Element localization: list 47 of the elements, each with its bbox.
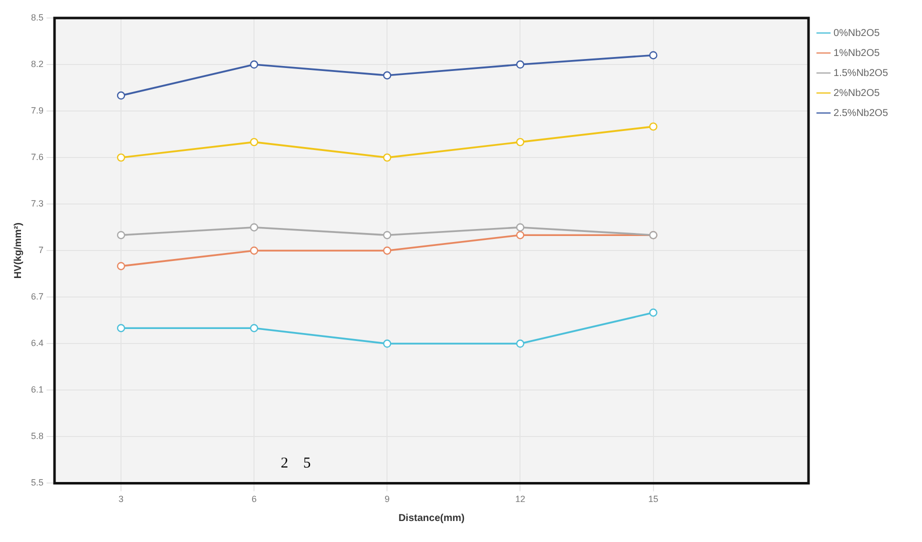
y-tick-label: 7.3 (30, 198, 44, 209)
y-axis-title: HV(kg/mm²) (12, 222, 24, 279)
annotation: 2 5 (280, 456, 311, 472)
x-tick-label: 9 (384, 494, 390, 504)
legend-label: 0%Nb2O5 (834, 28, 880, 39)
x-tick-label: 6 (252, 494, 257, 504)
point (116, 91, 126, 100)
y-tick-label: 7.6 (30, 152, 44, 162)
legend-label: 1.5%Nb2O5 (834, 68, 888, 79)
point (516, 60, 524, 69)
y-tick-label: 6.1 (30, 384, 44, 395)
point (649, 308, 658, 317)
y-tick-label: 7.9 (30, 106, 44, 116)
y-tick-label: 7 (38, 245, 44, 256)
point (383, 340, 392, 348)
point (383, 246, 392, 255)
y-tick-label: 6.4 (30, 338, 44, 348)
x-tick-label: 3 (118, 494, 124, 504)
point (250, 223, 258, 232)
point (116, 324, 126, 332)
point (516, 138, 524, 146)
point (649, 51, 658, 60)
y-tick-label: 6.7 (30, 292, 44, 302)
point (383, 71, 392, 80)
point (116, 262, 126, 270)
y-tick-label: 5.8 (30, 431, 44, 442)
point (516, 223, 524, 232)
legend-label: 2%Nb2O5 (834, 88, 880, 99)
point (250, 138, 258, 146)
point (250, 246, 258, 255)
y-tick-label: 8.2 (30, 59, 44, 70)
point (116, 230, 126, 240)
x-tick-label: 15 (648, 494, 658, 504)
point (516, 230, 524, 240)
point (383, 153, 392, 162)
point (649, 122, 658, 131)
point (516, 340, 524, 348)
point (250, 60, 258, 69)
point (250, 324, 258, 332)
point (116, 153, 126, 162)
legend-label: 1%Nb2O5 (834, 48, 880, 59)
y-tick-label: 8.5 (30, 12, 44, 22)
x-axis-title: Distance(mm) (398, 512, 465, 524)
x-tick-label: 12 (515, 494, 526, 504)
point (383, 230, 392, 240)
legend-label: 2.5%Nb2O5 (834, 108, 888, 119)
y-tick-label: 5.5 (30, 478, 44, 488)
